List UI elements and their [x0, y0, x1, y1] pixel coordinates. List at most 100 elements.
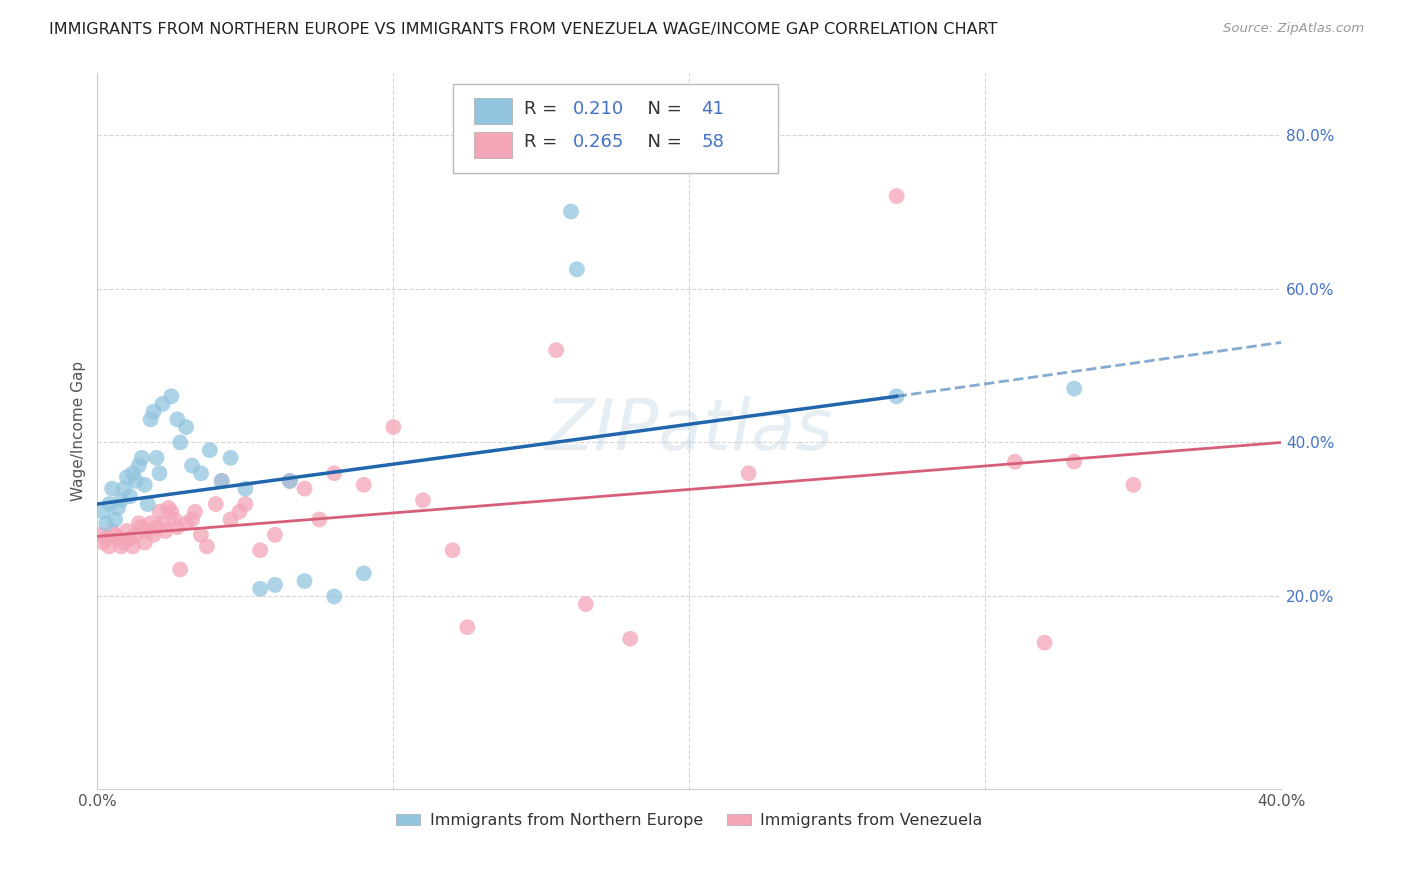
Point: [128, 458, 150, 473]
Point: [118, 489, 141, 503]
Point: [308, 512, 330, 526]
Text: N =: N =: [636, 134, 688, 152]
Point: [160, 389, 183, 403]
Point: [115, 524, 138, 538]
Point: [174, 420, 197, 434]
Point: [145, 450, 167, 465]
Point: [219, 450, 242, 465]
Point: [181, 512, 204, 526]
Point: [441, 543, 464, 558]
Point: [174, 516, 197, 531]
Point: [619, 632, 641, 646]
Point: [107, 532, 129, 546]
Y-axis label: Wage/Income Gap: Wage/Income Gap: [72, 361, 86, 501]
Point: [235, 497, 257, 511]
Point: [148, 467, 170, 481]
Point: [264, 528, 287, 542]
Point: [323, 590, 346, 604]
Point: [294, 482, 316, 496]
Point: [110, 493, 132, 508]
Text: 58: 58: [702, 134, 724, 152]
Point: [134, 478, 156, 492]
Point: [122, 467, 145, 481]
Point: [98, 540, 121, 554]
Point: [737, 467, 759, 481]
Point: [101, 524, 124, 538]
Point: [190, 528, 212, 542]
Point: [211, 474, 233, 488]
Point: [169, 562, 191, 576]
Point: [565, 262, 588, 277]
Point: [353, 566, 375, 581]
Point: [131, 520, 153, 534]
Point: [1004, 455, 1026, 469]
Point: [112, 482, 135, 496]
Point: [91, 535, 114, 549]
Text: ZIPatlas: ZIPatlas: [546, 396, 834, 466]
Text: R =: R =: [523, 134, 562, 152]
Point: [886, 189, 908, 203]
FancyBboxPatch shape: [474, 98, 512, 124]
Point: [89, 528, 111, 542]
Point: [1063, 382, 1085, 396]
Point: [142, 528, 165, 542]
Point: [1033, 635, 1056, 649]
Point: [560, 204, 582, 219]
Point: [1063, 455, 1085, 469]
Point: [249, 543, 271, 558]
Point: [115, 470, 138, 484]
Point: [166, 520, 188, 534]
Point: [219, 512, 242, 526]
Point: [169, 435, 191, 450]
Point: [157, 500, 180, 515]
Point: [152, 516, 174, 531]
Text: IMMIGRANTS FROM NORTHERN EUROPE VS IMMIGRANTS FROM VENEZUELA WAGE/INCOME GAP COR: IMMIGRANTS FROM NORTHERN EUROPE VS IMMIG…: [49, 22, 998, 37]
Point: [145, 520, 167, 534]
Point: [104, 528, 127, 542]
Point: [211, 474, 233, 488]
Point: [264, 578, 287, 592]
Point: [155, 524, 177, 538]
Point: [181, 458, 204, 473]
Point: [456, 620, 478, 634]
Point: [886, 389, 908, 403]
Point: [139, 412, 162, 426]
Point: [96, 532, 118, 546]
Point: [184, 505, 207, 519]
Point: [104, 512, 127, 526]
Point: [96, 516, 118, 531]
Point: [412, 493, 434, 508]
Point: [166, 412, 188, 426]
Point: [190, 467, 212, 481]
Point: [249, 582, 271, 596]
Text: 0.210: 0.210: [574, 100, 624, 118]
Point: [575, 597, 598, 611]
Legend: Immigrants from Northern Europe, Immigrants from Venezuela: Immigrants from Northern Europe, Immigra…: [389, 806, 988, 835]
Point: [198, 443, 221, 458]
Point: [131, 450, 153, 465]
Point: [110, 540, 132, 554]
Point: [353, 478, 375, 492]
Point: [125, 474, 148, 488]
Point: [228, 505, 250, 519]
Point: [136, 524, 159, 538]
Point: [382, 420, 405, 434]
Point: [122, 540, 145, 554]
Point: [142, 405, 165, 419]
Text: 41: 41: [702, 100, 724, 118]
Point: [107, 500, 129, 515]
Point: [1122, 478, 1144, 492]
Point: [278, 474, 301, 488]
Point: [98, 497, 121, 511]
Text: N =: N =: [636, 100, 688, 118]
Point: [235, 482, 257, 496]
Point: [148, 505, 170, 519]
Point: [125, 528, 148, 542]
Point: [134, 535, 156, 549]
Point: [546, 343, 568, 357]
Text: R =: R =: [523, 100, 562, 118]
Text: Source: ZipAtlas.com: Source: ZipAtlas.com: [1223, 22, 1364, 36]
Point: [101, 482, 124, 496]
Point: [195, 540, 218, 554]
Point: [118, 532, 141, 546]
